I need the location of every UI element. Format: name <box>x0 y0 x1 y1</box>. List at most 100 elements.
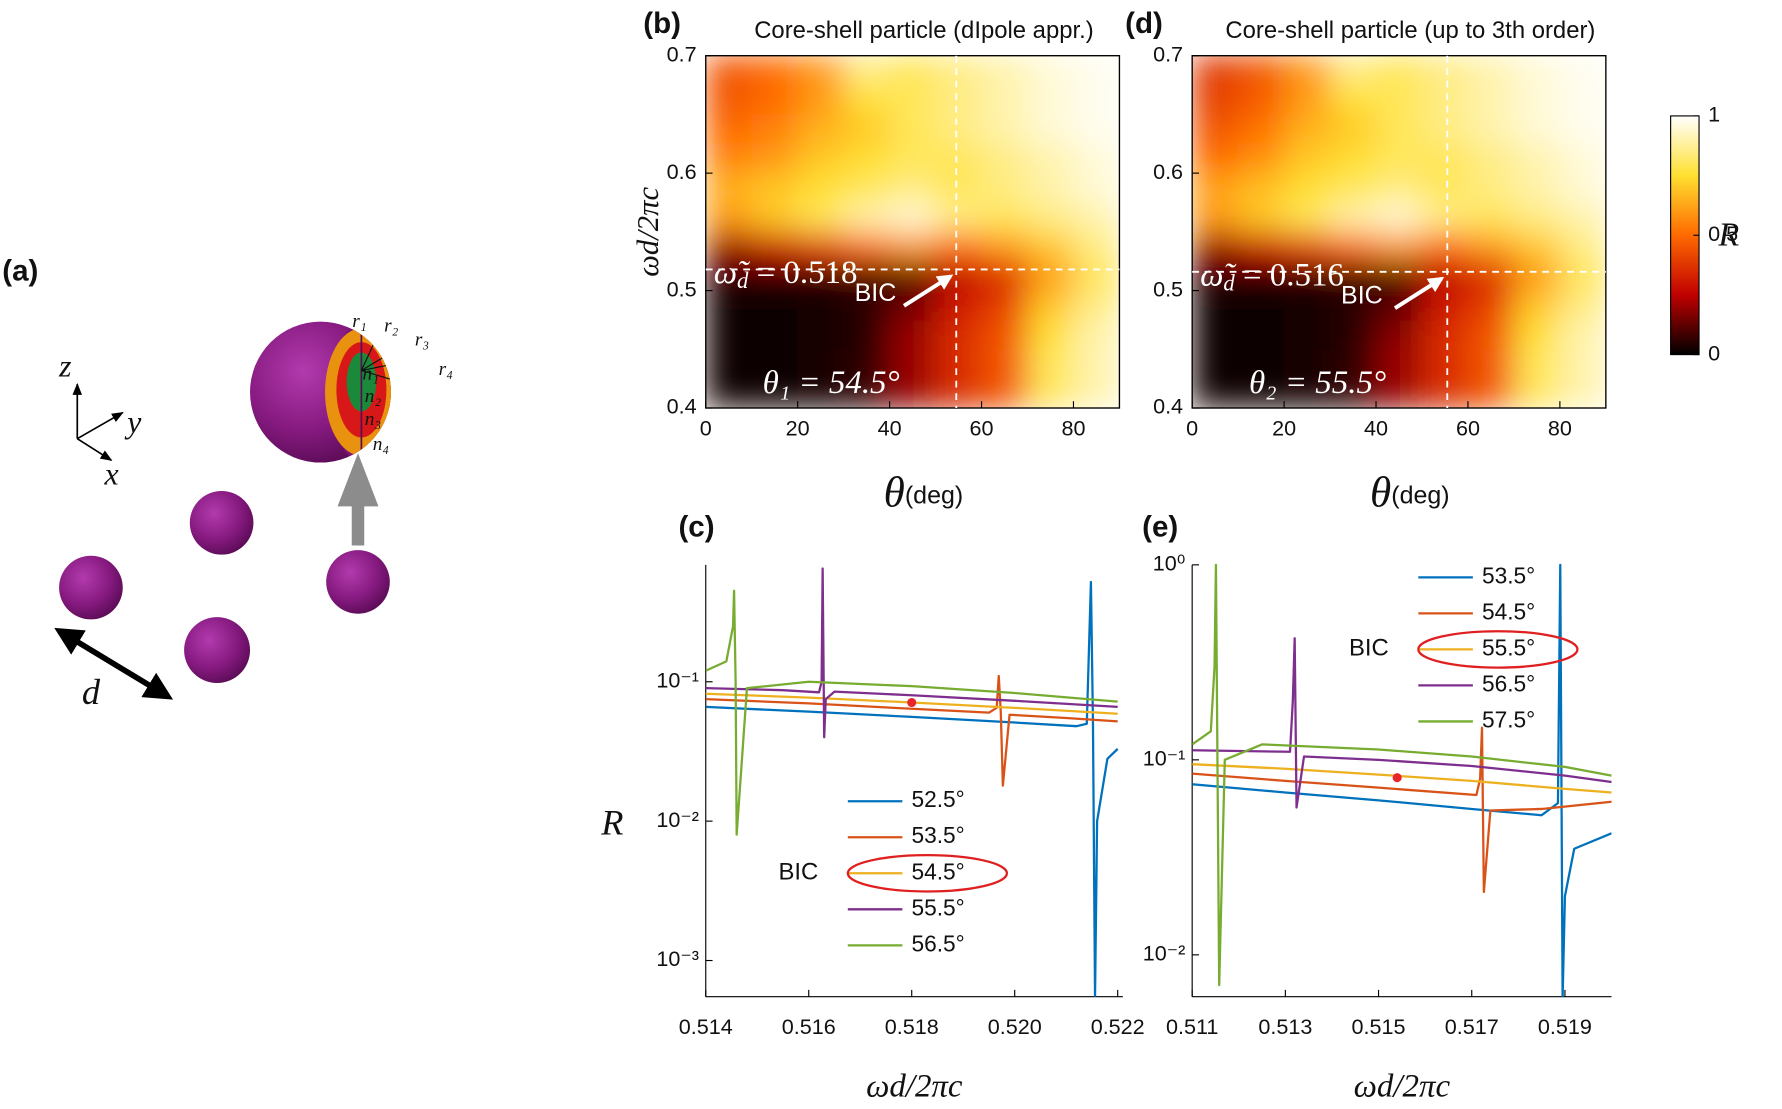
omega-value: = 0.516 <box>1235 257 1344 293</box>
heat-cell <box>1375 201 1423 233</box>
y-axis-label: ωd/2πc <box>631 187 665 277</box>
bic-point <box>1392 773 1402 783</box>
heat-cell <box>1072 260 1120 292</box>
heat-cell <box>843 348 891 380</box>
heat-cell <box>1467 378 1515 409</box>
heat-cell <box>751 231 799 262</box>
heat-cell <box>843 290 891 321</box>
radius-label: r₃ <box>415 329 429 350</box>
heat-cell <box>705 231 753 262</box>
heat-cell <box>1192 143 1239 174</box>
heat-cell <box>1192 378 1239 409</box>
heat-cell <box>797 201 845 233</box>
heat-cell <box>705 201 753 233</box>
heat-cell <box>1072 378 1120 409</box>
omega-sub: d <box>737 268 749 293</box>
heat-cell <box>1192 348 1239 380</box>
heat-cell <box>843 55 891 86</box>
heat-cell <box>1026 290 1075 321</box>
heat-cell <box>1283 55 1331 86</box>
y-tick-label: 0.7 <box>667 41 697 66</box>
heat-cell <box>1192 260 1239 292</box>
heat-cell <box>705 55 753 86</box>
heat-cell <box>1192 113 1239 145</box>
heatmap-cells <box>1192 55 1606 409</box>
heat-cell <box>935 84 983 115</box>
heat-cell <box>1072 319 1120 350</box>
heatmap-blur <box>1192 55 1606 409</box>
heat-cell <box>1026 319 1075 350</box>
heat-cell <box>1072 348 1120 380</box>
heat-cell <box>797 172 845 204</box>
heat-cell <box>980 143 1029 174</box>
heat-cell <box>705 348 753 380</box>
heat-cell <box>797 348 845 380</box>
heat-cell <box>980 378 1029 409</box>
y-tick-label: 10⁻² <box>656 807 699 832</box>
heat-cell <box>1192 231 1239 262</box>
heat-cell <box>889 84 937 115</box>
omega-value: = 0.518 <box>748 255 857 291</box>
radius-label: r₂ <box>384 316 399 337</box>
heat-cell <box>1237 319 1285 350</box>
heat-cell <box>1513 84 1561 115</box>
panel-label: (b) <box>643 7 681 40</box>
sphere <box>326 550 390 614</box>
heat-cell <box>1026 172 1075 204</box>
heat-cell <box>1513 55 1561 86</box>
index-label: n₂ <box>365 386 382 407</box>
x-tick-label: 0.514 <box>679 1014 733 1039</box>
x-tick-label: 0 <box>700 415 712 440</box>
x-axis-label: ωd/2πc <box>866 1068 963 1104</box>
heat-cell <box>1513 143 1561 174</box>
chart-title: Core-shell particle (up to 3th order) <box>1225 17 1595 44</box>
heat-cell <box>797 143 845 174</box>
heat-cell <box>751 348 799 380</box>
heat-cell <box>1559 143 1606 174</box>
heat-cell <box>797 55 845 86</box>
sphere <box>59 555 123 620</box>
heat-cell <box>1237 260 1285 292</box>
bic-point <box>907 697 917 708</box>
heat-cell <box>705 113 753 145</box>
heat-cell <box>843 260 891 292</box>
y-tick-label: 10⁰ <box>1153 551 1186 576</box>
axis-name: x <box>104 457 119 492</box>
heat-cell <box>1072 290 1120 321</box>
legend-label: 55.5° <box>1482 634 1535 660</box>
heat-cell <box>751 55 799 86</box>
bic-omega-label: ω̃d = 0.516 <box>1200 257 1344 296</box>
heat-cell <box>1467 260 1515 292</box>
heat-cell <box>843 84 891 115</box>
bic-arrow <box>902 274 954 308</box>
heat-cell <box>889 143 937 174</box>
plot-frame <box>1191 55 1607 409</box>
heat-cell <box>1513 201 1561 233</box>
heat-cell <box>1513 378 1561 409</box>
panel-label: (e) <box>1142 510 1178 543</box>
heat-cell <box>1329 290 1377 321</box>
x-axis-symbol: θ <box>884 470 905 517</box>
heat-cell <box>1421 172 1469 204</box>
heat-cell <box>1513 260 1561 292</box>
panel-label: (d) <box>1125 7 1163 40</box>
heat-cell <box>1283 113 1331 145</box>
heat-cell <box>1375 113 1423 145</box>
heat-cell <box>1283 84 1331 115</box>
heat-cell <box>797 378 845 409</box>
heat-cell <box>1559 290 1606 321</box>
heat-cell <box>1329 260 1377 292</box>
y-tick-label: 0.5 <box>667 276 697 301</box>
heat-cell <box>1237 143 1285 174</box>
heat-cell <box>935 348 983 380</box>
heat-cell <box>935 378 983 409</box>
y-tick-label: 0.7 <box>1153 41 1183 66</box>
series-line <box>1192 563 1612 997</box>
heat-cell <box>1237 378 1285 409</box>
heat-cell <box>1237 348 1285 380</box>
x-tick-label: 40 <box>1364 415 1388 440</box>
heat-cell <box>1072 55 1120 86</box>
radius-label: r₁ <box>352 311 366 332</box>
legend-label: 57.5° <box>1482 706 1535 732</box>
